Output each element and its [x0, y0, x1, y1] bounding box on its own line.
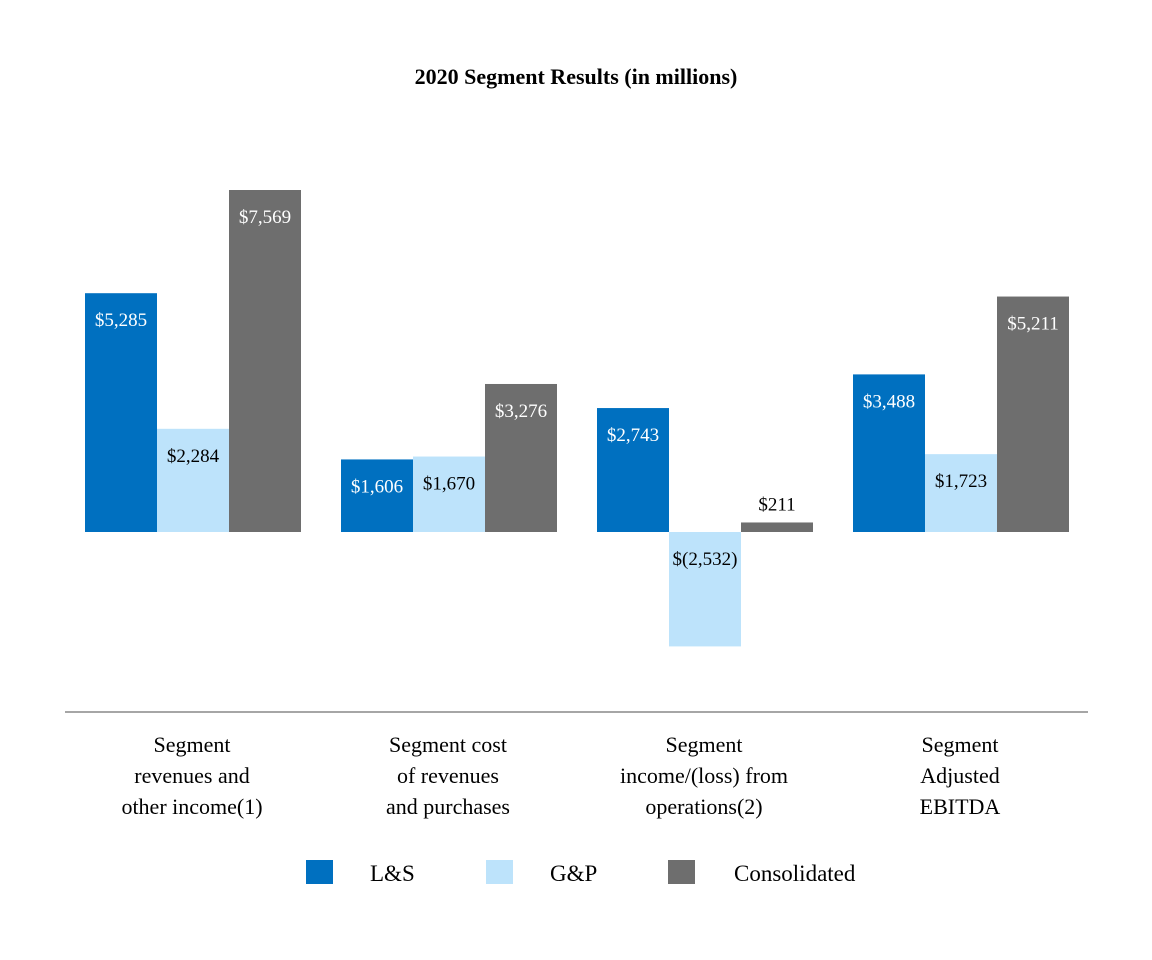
legend-label-ls: L&S — [370, 861, 415, 886]
bar-ls-1 — [85, 293, 157, 532]
bar-consolidated-4 — [997, 296, 1069, 532]
category-label-line: other income(1) — [121, 794, 262, 819]
category-label-1: Segment revenues and other income(1) — [121, 732, 262, 819]
bar-consolidated-2 — [485, 383, 557, 532]
legend-label-consolidated: Consolidated — [734, 861, 856, 886]
bar-gp-2 — [413, 456, 485, 532]
category-labels-layer: Segment revenues and other income(1)Segmen… — [121, 732, 1000, 819]
category-label-line: EBITDA — [920, 794, 1001, 819]
category-label-3: Segment income/(loss) from operations(2) — [620, 732, 788, 819]
data-label-ls-2: $1,606 — [351, 476, 403, 497]
bar-gp-1 — [157, 428, 229, 532]
legend-swatch-consolidated — [668, 860, 695, 884]
category-label-line: revenues and — [134, 763, 249, 788]
bar-ls-4 — [853, 374, 925, 532]
category-label-line: and purchases — [386, 794, 510, 819]
data-label-gp-1: $2,284 — [167, 446, 220, 467]
legend: L&S G&P Consolidated — [306, 860, 856, 886]
category-label-4: Segment Adjusted EBITDA — [920, 732, 1001, 819]
legend-swatch-gp — [486, 860, 513, 884]
category-label-2: Segment cost of revenues and purchases — [386, 732, 510, 819]
category-label-line: Segment cost — [389, 732, 507, 757]
category-label-line: income/(loss) from — [620, 763, 788, 788]
data-label-consolidated-1: $7,569 — [239, 207, 291, 228]
bar-consolidated-3 — [741, 522, 813, 532]
data-label-consolidated-4: $5,211 — [1007, 314, 1059, 335]
data-label-gp-2: $1,670 — [423, 474, 475, 495]
data-label-ls-3: $2,743 — [607, 425, 659, 446]
bar-labels-layer: $5,285 $1,606 $2,743 $3,488 $2,284 $1,670 $(2,… — [95, 207, 1059, 570]
bar-gp-4 — [925, 454, 997, 532]
bar-ls-3 — [597, 408, 669, 532]
bar-ls-2 — [341, 459, 413, 532]
data-label-consolidated-2: $3,276 — [495, 401, 547, 422]
bar-consolidated-1 — [229, 190, 301, 532]
data-label-gp-3: $(2,532) — [673, 549, 738, 570]
category-label-line: Segment — [154, 732, 231, 757]
legend-swatch-ls — [306, 860, 333, 884]
data-label-gp-4: $1,723 — [935, 471, 987, 492]
legend-label-gp: G&P — [550, 861, 597, 886]
category-label-line: Adjusted — [920, 763, 999, 788]
data-label-consolidated-3: $211 — [758, 494, 795, 515]
bar-gp-3 — [669, 532, 741, 647]
data-label-ls-1: $5,285 — [95, 310, 147, 331]
category-label-line: of revenues — [397, 763, 499, 788]
category-label-line: operations(2) — [645, 794, 762, 819]
category-label-line: Segment — [666, 732, 743, 757]
chart-title: 2020 Segment Results (in millions) — [415, 64, 738, 89]
bars-layer — [85, 190, 1069, 647]
category-label-line: Segment — [922, 732, 999, 757]
data-label-ls-4: $3,488 — [863, 391, 915, 412]
